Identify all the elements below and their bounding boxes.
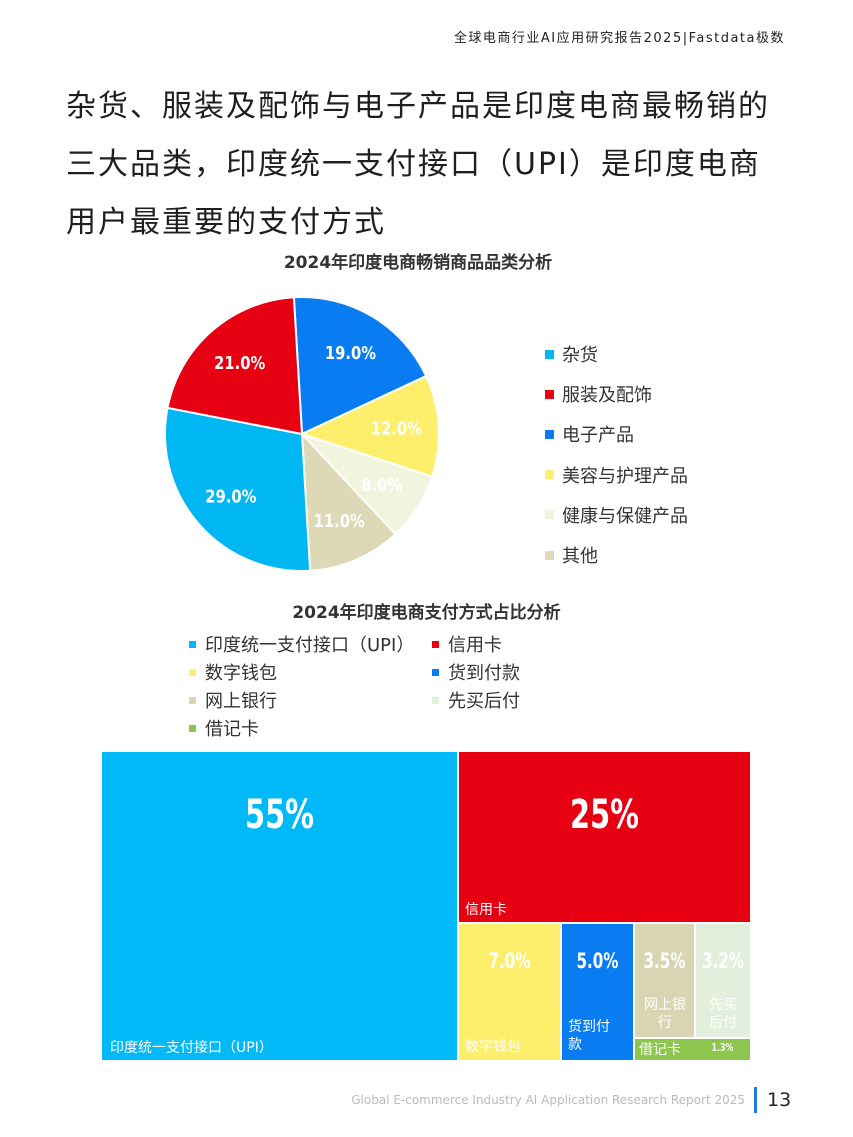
pie-legend-item: 其他 <box>545 535 688 575</box>
treemap-category-label: 先买 后付 <box>709 997 737 1031</box>
legend-swatch <box>189 668 196 676</box>
page-headline: 杂货、服装及配饰与电子产品是印度电商最畅销的 三大品类，印度统一支付接口（UPI… <box>66 78 806 252</box>
legend-swatch <box>432 668 439 676</box>
pie-legend-item: 杂货 <box>545 334 688 374</box>
treemap-cell: 25% 信用卡 <box>458 751 751 923</box>
headline-line: 杂货、服装及配饰与电子产品是印度电商最畅销的 <box>66 89 770 124</box>
payment-legend-item: 借记卡 <box>189 715 259 741</box>
treemap-cell: 7.0% 数字钱包 <box>458 923 561 1061</box>
pie-data-label: 12.0% <box>371 418 422 439</box>
payment-legend-item: 货到付款 <box>432 659 520 685</box>
treemap-value-label: 1.3% <box>711 1041 734 1054</box>
legend-label: 其他 <box>562 546 598 568</box>
treemap-cell: 3.2% 先买 后付 <box>695 923 751 1038</box>
legend-swatch <box>545 510 554 520</box>
payment-legend-item: 先买后付 <box>432 687 520 713</box>
treemap-value-label: 5.0% <box>576 949 619 973</box>
category-pie-chart: 19.0% 12.0% 8.0% 11.0% 29.0% 21.0% <box>164 296 440 572</box>
pie-slice <box>299 374 440 479</box>
pie-data-label: 21.0% <box>214 352 265 373</box>
legend-swatch <box>432 696 439 704</box>
pie-data-label: 19.0% <box>325 342 376 363</box>
pie-slice <box>164 406 312 572</box>
legend-swatch <box>545 470 554 480</box>
legend-label: 数字钱包 <box>205 663 277 684</box>
treemap-value-label: 7.0% <box>488 949 531 973</box>
pie-data-label: 11.0% <box>314 510 365 531</box>
treemap-category-label: 信用卡 <box>465 902 507 918</box>
pie-slice <box>166 296 304 436</box>
payment-legend-item: 印度统一支付接口（UPI） <box>189 631 414 657</box>
legend-label: 信用卡 <box>448 635 502 656</box>
footer-report-name: Global E-commerce Industry AI Applicatio… <box>351 1093 745 1107</box>
treemap-category-label: 数字钱包 <box>465 1039 521 1055</box>
legend-label: 电子产品 <box>562 425 634 447</box>
legend-label: 货到付款 <box>448 663 520 684</box>
pie-legend-item: 健康与保健产品 <box>545 495 688 535</box>
legend-swatch <box>189 640 196 648</box>
footer-accent-bar <box>754 1087 757 1113</box>
treemap-cell: 55% 印度统一支付接口（UPI） <box>101 751 458 1061</box>
legend-label: 网上银行 <box>205 691 277 712</box>
payment-legend-item: 网上银行 <box>189 687 277 713</box>
treemap-value-label: 25% <box>570 792 639 838</box>
treemap-cell: 1.3% 借记卡 <box>634 1038 751 1061</box>
legend-swatch <box>545 349 554 359</box>
payment-legend-item: 数字钱包 <box>189 659 277 685</box>
legend-label: 借记卡 <box>205 719 259 740</box>
pie-slice <box>300 431 397 572</box>
headline-line: 三大品类，印度统一支付接口（UPI）是印度电商 <box>66 147 761 182</box>
payment-chart-title: 2024年印度电商支付方式占比分析 <box>292 603 561 623</box>
pie-legend-item: 服装及配饰 <box>545 374 688 414</box>
pie-data-label: 29.0% <box>205 486 256 507</box>
treemap-category-label: 货到付 款 <box>568 1019 610 1053</box>
treemap-value-label: 3.5% <box>643 949 686 973</box>
legend-label: 健康与保健产品 <box>562 505 688 527</box>
headline-line: 用户最重要的支付方式 <box>66 205 386 240</box>
pie-legend-item: 电子产品 <box>545 414 688 454</box>
pie-chart-title: 2024年印度电商畅销商品品类分析 <box>283 253 553 273</box>
legend-swatch <box>545 429 554 439</box>
treemap-category-label: 印度统一支付接口（UPI） <box>110 1040 273 1056</box>
legend-label: 先买后付 <box>448 691 520 712</box>
pie-legend: 杂货服装及配饰电子产品美容与护理产品 健康与保健产品 其他 <box>545 334 688 575</box>
treemap-category-label: 网上银 行 <box>644 997 686 1031</box>
legend-swatch <box>545 389 554 399</box>
legend-label: 服装及配饰 <box>562 385 652 407</box>
pie-legend-item: 美容与护理产品 <box>545 455 688 495</box>
report-header: 全球电商行业AI应用研究报告2025|Fastdata极数 <box>453 31 785 46</box>
legend-label: 杂货 <box>562 345 598 367</box>
pie-data-label: 8.0% <box>361 475 402 496</box>
treemap-category-label: 借记卡 <box>639 1042 681 1058</box>
treemap-cell: 5.0% 货到付 款 <box>561 923 634 1061</box>
legend-label: 美容与护理产品 <box>562 465 688 487</box>
treemap-value-label: 3.2% <box>702 949 744 973</box>
pie-slice <box>292 296 428 436</box>
legend-swatch <box>189 724 196 732</box>
legend-swatch <box>545 550 554 560</box>
legend-swatch <box>432 640 439 648</box>
payment-legend-item: 信用卡 <box>432 631 502 657</box>
payment-treemap: 55% 印度统一支付接口（UPI） 25% 信用卡 7.0% 数字钱包 5.0% 货到付 款 3… <box>101 751 751 1061</box>
legend-label: 印度统一支付接口（UPI） <box>205 635 415 656</box>
page-number: 13 <box>767 1089 792 1111</box>
treemap-cell: 3.5% 网上银 行 <box>634 923 695 1038</box>
legend-swatch <box>189 696 196 704</box>
treemap-value-label: 55% <box>245 792 314 838</box>
